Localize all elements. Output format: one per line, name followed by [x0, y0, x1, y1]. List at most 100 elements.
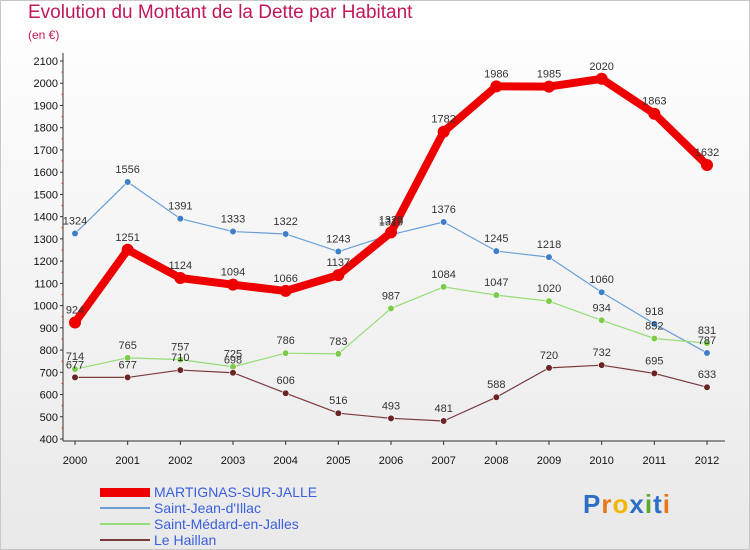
- data-point-saint-medard: [124, 354, 132, 362]
- data-label-saint-medard: 987: [382, 290, 400, 302]
- data-point-martignas: [69, 316, 81, 329]
- x-tick-label: 2004: [273, 455, 297, 467]
- data-point-martignas: [227, 278, 239, 291]
- y-tick-label: 1600: [34, 167, 58, 179]
- data-point-saint-jean: [440, 218, 448, 226]
- y-tick-label: 700: [40, 367, 58, 379]
- data-label-martignas: 1782: [431, 114, 455, 126]
- data-point-saint-jean: [124, 178, 132, 186]
- logo-letter: t: [653, 489, 663, 519]
- data-label-saint-jean: 1556: [115, 164, 139, 176]
- legend-item-saint-jean: Saint-Jean-d'Illac: [100, 500, 317, 516]
- data-point-martignas: [701, 159, 713, 172]
- y-tick-label: 1100: [34, 278, 58, 290]
- data-point-martignas: [490, 80, 503, 93]
- y-tick-label: 1500: [34, 189, 58, 201]
- data-label-le-haillan: 588: [487, 379, 505, 391]
- data-label-le-haillan: 677: [66, 359, 84, 371]
- x-tick-label: 2001: [115, 455, 139, 467]
- data-label-martignas: 1094: [221, 267, 245, 279]
- data-point-martignas: [174, 272, 187, 285]
- data-point-saint-medard: [334, 350, 342, 358]
- data-label-martignas: 1986: [484, 68, 508, 80]
- x-tick-label: 2002: [168, 455, 192, 467]
- data-label-le-haillan: 720: [540, 350, 558, 362]
- data-label-saint-jean: 1218: [537, 239, 561, 251]
- data-point-le-haillan: [282, 389, 290, 397]
- y-tick-label: 1200: [34, 256, 58, 268]
- legend-label-le-haillan: Le Haillan: [154, 532, 217, 548]
- x-tick-label: 2011: [643, 455, 667, 467]
- data-label-saint-medard: 1084: [431, 269, 455, 281]
- data-point-saint-medard: [387, 304, 395, 313]
- data-point-martignas: [437, 125, 450, 138]
- data-label-saint-medard: 725: [224, 349, 242, 361]
- data-label-saint-medard: 1047: [484, 277, 508, 289]
- data-point-le-haillan: [124, 373, 132, 382]
- data-label-saint-medard: 934: [592, 302, 610, 314]
- data-label-saint-medard: 757: [171, 342, 189, 354]
- data-point-le-haillan: [71, 373, 79, 382]
- data-label-le-haillan: 493: [382, 400, 400, 412]
- data-point-martignas: [332, 269, 345, 282]
- y-tick-label: 1700: [34, 145, 58, 157]
- data-point-saint-medard: [492, 291, 500, 299]
- data-label-martignas: 1066: [273, 273, 297, 285]
- proxiti-logo: Proxiti: [583, 489, 671, 520]
- x-tick-label: 2000: [63, 455, 87, 467]
- x-tick-label: 2005: [326, 455, 350, 467]
- data-label-martignas: 1137: [327, 257, 351, 269]
- logo-letter: P: [583, 489, 602, 519]
- logo-letter: i: [644, 489, 654, 519]
- data-label-saint-jean: 1333: [221, 214, 245, 226]
- y-tick-label: 2100: [34, 56, 58, 68]
- data-point-saint-medard: [650, 334, 658, 343]
- data-point-saint-jean: [334, 247, 342, 256]
- data-label-saint-jean: 1322: [273, 216, 297, 228]
- data-label-le-haillan: 481: [434, 403, 452, 415]
- data-label-saint-medard: 831: [698, 325, 716, 337]
- data-label-saint-medard: 786: [276, 335, 294, 347]
- y-tick-label: 1300: [34, 234, 58, 246]
- data-point-martignas: [121, 243, 134, 256]
- legend-swatch-saint-medard: [100, 523, 150, 525]
- data-point-le-haillan: [545, 364, 553, 372]
- data-point-saint-jean: [176, 215, 184, 223]
- data-point-martignas: [648, 107, 661, 120]
- data-point-saint-jean: [282, 230, 290, 238]
- x-tick-label: 2006: [379, 455, 403, 467]
- data-point-le-haillan: [703, 383, 711, 391]
- data-point-saint-jean: [703, 349, 711, 357]
- data-point-le-haillan: [598, 361, 606, 369]
- x-tick-label: 2010: [589, 455, 613, 467]
- legend-item-martignas: MARTIGNAS-SUR-JALLE: [100, 484, 317, 500]
- data-point-saint-jean: [545, 253, 553, 261]
- data-label-saint-medard: 1020: [537, 283, 561, 295]
- data-label-saint-medard: 765: [118, 340, 136, 352]
- y-tick-label: 900: [40, 323, 58, 335]
- data-label-martignas: 1329: [379, 214, 403, 226]
- data-label-saint-medard: 852: [645, 320, 663, 332]
- data-label-saint-jean: 787: [698, 335, 716, 347]
- data-point-le-haillan: [176, 366, 184, 374]
- y-tick-label: 500: [40, 412, 58, 424]
- data-label-martignas: 924: [66, 304, 84, 316]
- data-point-saint-medard: [440, 283, 448, 291]
- x-tick-label: 2009: [537, 455, 561, 467]
- data-label-martignas: 1863: [642, 96, 666, 108]
- data-label-saint-jean: 1391: [168, 201, 192, 213]
- data-label-saint-jean: 1060: [589, 274, 613, 286]
- data-label-saint-medard: 783: [329, 336, 347, 348]
- legend-item-saint-medard: Saint-Médard-en-Jalles: [100, 516, 317, 532]
- x-tick-label: 2003: [221, 455, 245, 467]
- data-label-martignas: 1985: [537, 69, 561, 81]
- legend-label-saint-medard: Saint-Médard-en-Jalles: [154, 516, 299, 532]
- x-tick-label: 2007: [431, 455, 455, 467]
- data-point-martignas: [543, 80, 555, 93]
- legend-label-martignas: MARTIGNAS-SUR-JALLE: [154, 484, 318, 500]
- y-tick-label: 2000: [34, 78, 58, 90]
- logo-letter: o: [612, 489, 630, 519]
- data-label-le-haillan: 633: [698, 369, 716, 381]
- data-label-le-haillan: 732: [592, 347, 610, 359]
- data-label-martignas: 2020: [589, 61, 613, 73]
